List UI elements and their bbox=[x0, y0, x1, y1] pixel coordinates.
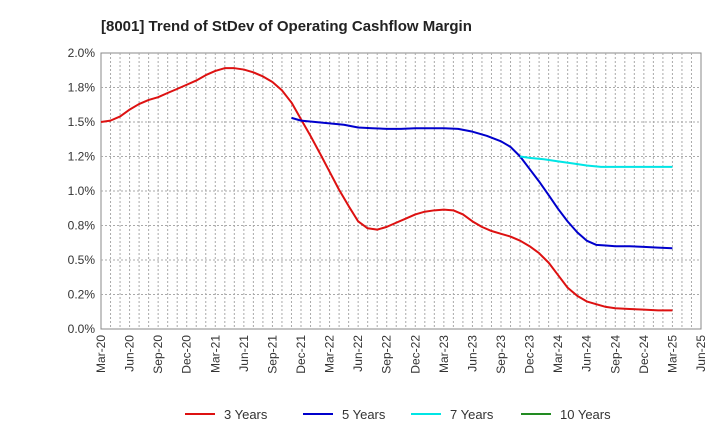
chart-title: [8001] Trend of StDev of Operating Cashf… bbox=[101, 18, 472, 35]
x-tick-label: Dec-20 bbox=[180, 335, 194, 374]
x-tick-label: Dec-23 bbox=[523, 335, 537, 374]
x-tick-label: Mar-23 bbox=[437, 335, 451, 373]
y-tick-label: 2.0% bbox=[68, 46, 96, 60]
y-tick-label: 0.2% bbox=[68, 288, 96, 302]
grid-lines bbox=[101, 53, 701, 329]
x-tick-label: Sep-23 bbox=[494, 335, 508, 374]
legend-label: 3 Years bbox=[224, 407, 268, 422]
y-tick-label: 1.0% bbox=[68, 184, 96, 198]
x-tick-label: Mar-21 bbox=[208, 335, 222, 373]
x-axis: Mar-20 Jun-20 Sep-20 Dec-20 Mar-21 Jun-21 Sep-… bbox=[94, 335, 708, 374]
x-tick-label: Mar-20 bbox=[94, 335, 108, 373]
series-line bbox=[100, 67, 673, 312]
x-tick-label: Dec-21 bbox=[294, 335, 308, 374]
x-tick-label: Sep-20 bbox=[151, 335, 165, 374]
y-tick-label: 0.0% bbox=[68, 322, 96, 336]
y-tick-label: 1.8% bbox=[68, 81, 96, 95]
x-tick-label: Dec-22 bbox=[408, 335, 422, 374]
legend-label: 7 Years bbox=[450, 407, 494, 422]
series-lines bbox=[100, 67, 673, 312]
x-tick-label: Sep-22 bbox=[380, 335, 394, 374]
x-tick-label: Dec-24 bbox=[637, 335, 651, 374]
series-line bbox=[519, 155, 673, 168]
x-tick-label: Mar-22 bbox=[323, 335, 337, 373]
x-tick-label: Jun-22 bbox=[351, 335, 365, 372]
x-tick-label: Jun-25 bbox=[694, 335, 708, 372]
y-tick-label: 0.8% bbox=[68, 219, 96, 233]
x-tick-label: Sep-24 bbox=[608, 335, 622, 374]
y-axis: 0.0% 0.2% 0.5% 0.8% 1.0% 1.2% 1.5% 1.8% 2.0% bbox=[68, 46, 96, 336]
y-tick-label: 0.5% bbox=[68, 253, 96, 267]
x-tick-label: Jun-24 bbox=[580, 335, 594, 372]
series-line bbox=[291, 116, 673, 250]
y-tick-label: 1.2% bbox=[68, 150, 96, 164]
x-tick-label: Jun-21 bbox=[237, 335, 251, 372]
legend-label: 10 Years bbox=[560, 407, 611, 422]
y-tick-label: 1.5% bbox=[68, 115, 96, 129]
x-tick-label: Sep-21 bbox=[265, 335, 279, 374]
legend-label: 5 Years bbox=[342, 407, 386, 422]
x-tick-label: Mar-25 bbox=[665, 335, 679, 373]
legend: 3 Years 5 Years 7 Years 10 Years bbox=[185, 407, 611, 422]
x-tick-label: Jun-23 bbox=[465, 335, 479, 372]
x-tick-label: Jun-20 bbox=[123, 335, 137, 372]
x-tick-label: Mar-24 bbox=[551, 335, 565, 373]
